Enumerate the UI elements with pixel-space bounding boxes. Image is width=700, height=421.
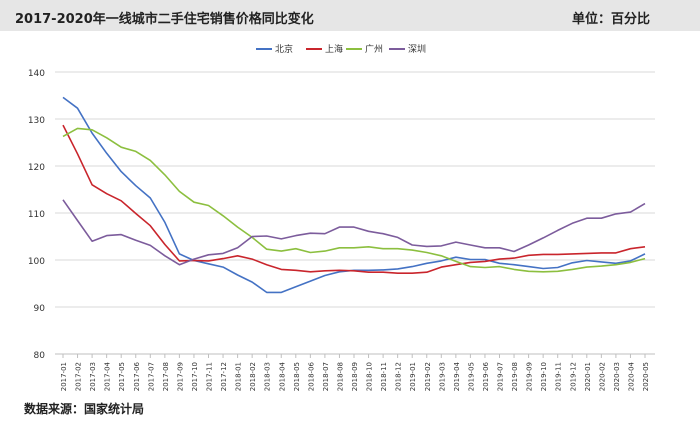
x-tick-label: 2017-04 bbox=[104, 361, 112, 391]
x-tick-label: 2019-12 bbox=[569, 362, 577, 391]
x-tick-label: 2020-01 bbox=[584, 362, 592, 391]
x-tick-label: 2018-11 bbox=[380, 362, 388, 391]
x-tick-label: 2019-08 bbox=[511, 362, 519, 391]
x-tick-label: 2018-03 bbox=[264, 362, 272, 391]
y-tick-label: 110 bbox=[28, 210, 45, 220]
x-tick-label: 2019-05 bbox=[467, 362, 475, 391]
data-source: 数据来源：国家统计局 bbox=[24, 402, 145, 416]
x-tick-label: 2017-10 bbox=[191, 362, 199, 391]
y-tick-label: 120 bbox=[28, 163, 45, 173]
x-tick-label: 2017-08 bbox=[162, 362, 170, 391]
series-line-深圳 bbox=[62, 199, 646, 266]
y-tick-label: 140 bbox=[28, 69, 45, 79]
x-tick-label: 2019-04 bbox=[453, 361, 461, 391]
x-tick-label: 2018-10 bbox=[366, 362, 374, 391]
x-tick-label: 2020-03 bbox=[613, 362, 621, 391]
series-line-广州 bbox=[62, 127, 646, 273]
x-tick-label: 2017-05 bbox=[118, 362, 126, 391]
x-tick-label: 2019-03 bbox=[438, 362, 446, 391]
series-line-北京 bbox=[62, 96, 646, 294]
x-tick-label: 2017-03 bbox=[89, 362, 97, 391]
y-tick-label: 80 bbox=[34, 351, 46, 361]
x-tick-label: 2017-12 bbox=[220, 362, 228, 391]
x-tick-label: 2019-06 bbox=[482, 361, 490, 391]
x-tick-label: 2018-12 bbox=[395, 362, 403, 391]
y-tick-label: 130 bbox=[28, 116, 45, 126]
x-tick-label: 2018-01 bbox=[235, 362, 243, 391]
x-axis: 2017-01 2017-02 2017-03 2017-04 2017-05 2017-… bbox=[60, 354, 650, 391]
x-tick-label: 2017-09 bbox=[176, 362, 184, 391]
x-tick-label: 2018-05 bbox=[293, 362, 301, 391]
x-tick-label: 2019-01 bbox=[409, 362, 417, 391]
title-bar bbox=[0, 0, 700, 31]
x-tick-label: 2017-07 bbox=[147, 362, 155, 391]
x-tick-label: 2018-04 bbox=[278, 361, 286, 391]
x-tick-label: 2020-05 bbox=[642, 362, 650, 391]
series-lines bbox=[62, 96, 646, 294]
x-tick-label: 2019-07 bbox=[497, 362, 505, 391]
y-axis: 80 90 100 110 120 130 140 bbox=[28, 69, 45, 361]
x-tick-label: 2020-04 bbox=[627, 361, 635, 391]
y-tick-label: 90 bbox=[34, 304, 46, 314]
x-tick-label: 2018-07 bbox=[322, 362, 330, 391]
x-tick-label: 2017-02 bbox=[75, 362, 83, 391]
x-tick-label: 2018-06 bbox=[307, 361, 315, 391]
x-tick-label: 2019-11 bbox=[555, 362, 563, 391]
series-line-上海 bbox=[62, 124, 646, 275]
legend-label: 深圳 bbox=[408, 44, 426, 55]
legend: 北京 上海 广州 深圳 bbox=[256, 43, 426, 55]
x-tick-label: 2017-11 bbox=[206, 362, 214, 391]
grid-lines bbox=[55, 71, 655, 355]
x-tick-label: 2019-09 bbox=[526, 362, 534, 391]
legend-label: 广州 bbox=[365, 43, 383, 55]
y-tick-label: 100 bbox=[28, 257, 45, 267]
x-tick-label: 2018-02 bbox=[249, 362, 257, 391]
x-tick-label: 2020-02 bbox=[598, 362, 606, 391]
x-tick-label: 2019-10 bbox=[540, 362, 548, 391]
chart-title: 2017-2020年一线城市二手住宅销售价格同比变化 bbox=[15, 12, 314, 27]
x-tick-label: 2017-01 bbox=[60, 362, 68, 391]
x-tick-label: 2017-06 bbox=[133, 361, 141, 391]
unit-label: 单位：百分比 bbox=[571, 12, 650, 27]
legend-label: 北京 bbox=[275, 43, 293, 55]
legend-label: 上海 bbox=[325, 43, 343, 55]
x-tick-label: 2018-09 bbox=[351, 362, 359, 391]
x-tick-label: 2019-02 bbox=[424, 362, 432, 391]
x-tick-label: 2018-08 bbox=[336, 362, 344, 391]
